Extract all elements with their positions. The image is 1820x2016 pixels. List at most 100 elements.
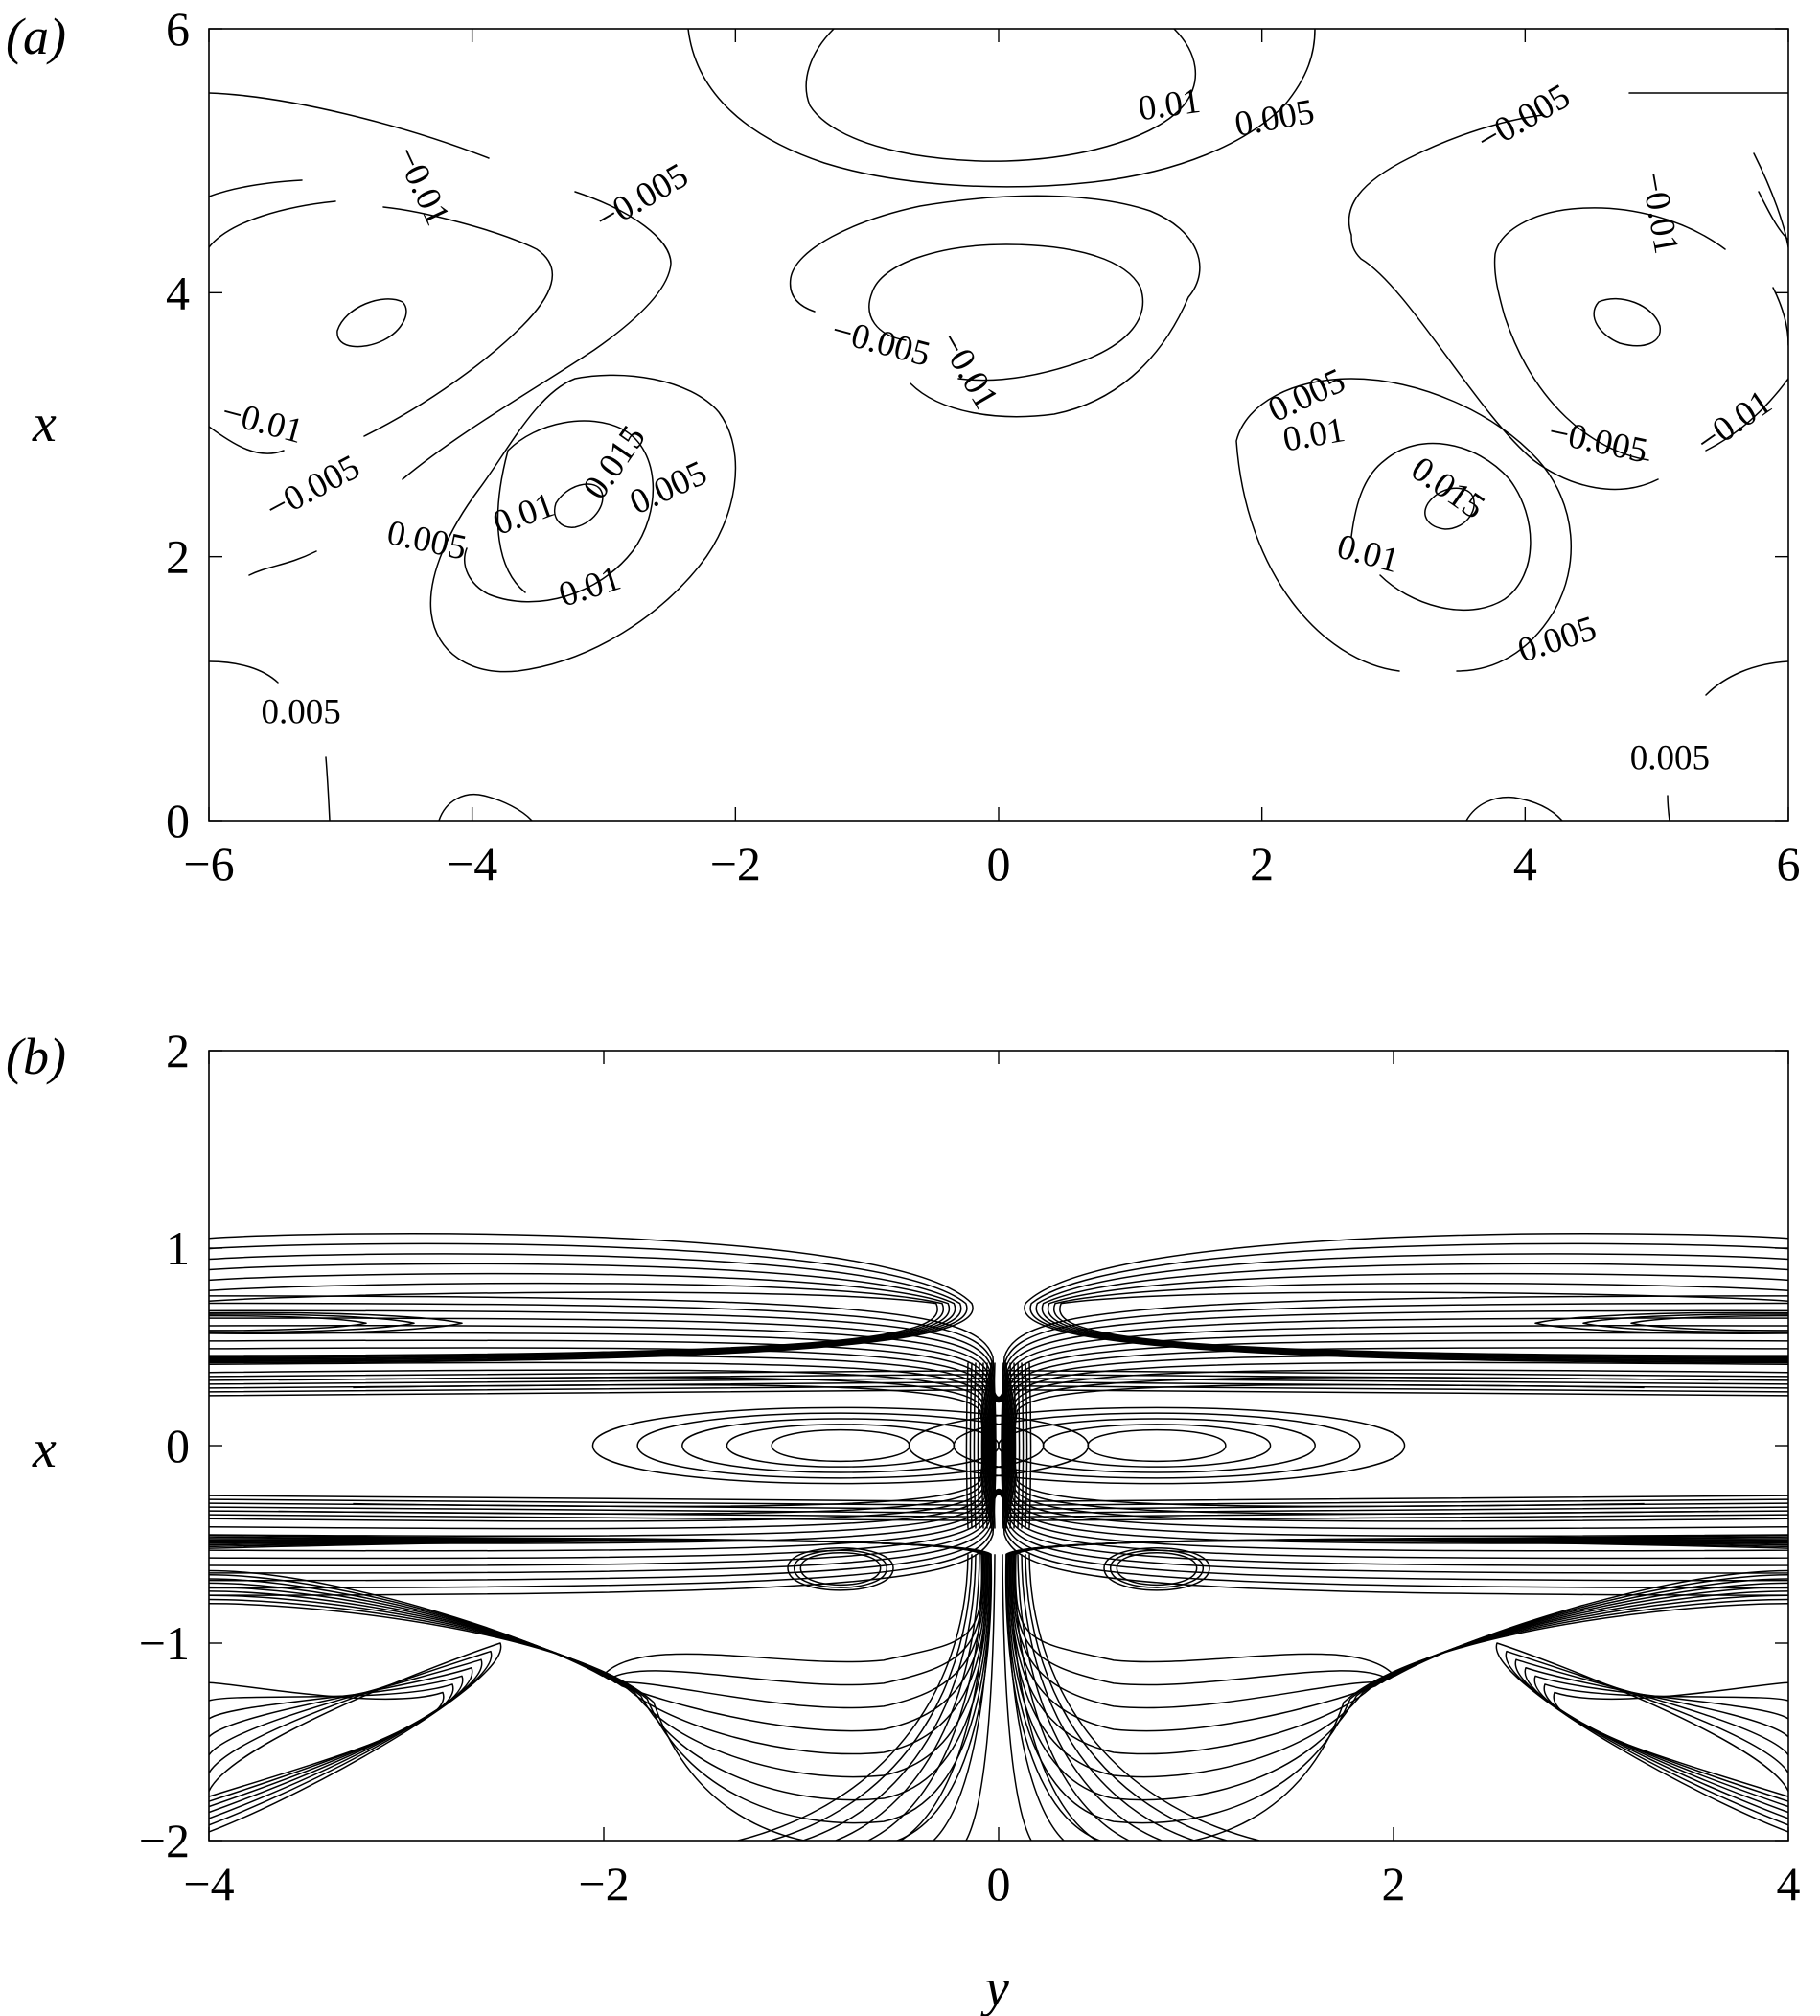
panel-a-xtick-labels: −6 −4 −2 0 2 4 6 xyxy=(183,837,1800,891)
contour-label: −0.005 xyxy=(828,311,934,375)
panel-a: (a) x −6 −4 −2 0 2 4 6 0 2 4 6 xyxy=(6,2,1801,891)
contour-label: 0.01 xyxy=(1136,81,1203,129)
contour-b-center-band xyxy=(681,1418,1000,1473)
contour-b-lower-lobe xyxy=(1103,1547,1210,1591)
contour-label: −0.005 xyxy=(1545,412,1650,472)
contour-b-upper-lobe xyxy=(209,1314,367,1332)
contour-b-center-band xyxy=(209,1317,994,1574)
contour-b-upper-lobe xyxy=(1029,1242,1788,1362)
contour-b-center-band xyxy=(1042,1424,1272,1468)
contour-b-lower-lobe xyxy=(787,1547,894,1591)
contour-label: 0.01 xyxy=(1333,527,1403,581)
contour-b-upper-lobe xyxy=(209,1263,956,1360)
ytick-label: 1 xyxy=(166,1221,190,1275)
contour-label: −0.005 xyxy=(260,448,366,529)
panel-a-contour-labels: 0.01 0.005−0.005−0.01−0.005−0.01−0.01−0.0… xyxy=(218,77,1779,778)
contour-b-center-band xyxy=(771,1428,910,1463)
contour-b-lower-strip xyxy=(1013,1554,1130,1841)
contour-b-lower-strip xyxy=(1025,1554,1228,1841)
contour-b-corner-tongue xyxy=(209,1667,473,1814)
contour-b-lower-lobe xyxy=(209,1540,993,1841)
contour-b-vertical-strip xyxy=(1005,1362,1009,1529)
contour-b-lower-lobe xyxy=(1011,1539,1788,1732)
contour-a-neg-left-small xyxy=(336,298,407,348)
contour-label: −0.01 xyxy=(931,325,1005,416)
contour-b-corner-tongue xyxy=(209,1658,483,1819)
panel-a-label: (a) xyxy=(6,8,66,65)
contour-b-center-band xyxy=(209,1295,997,1596)
contour-b-upper-lobe xyxy=(209,1242,968,1362)
contour-a-bottom-left-loop xyxy=(438,794,533,821)
contour-b-upper-dense xyxy=(209,1380,1788,1402)
contour-b-center-band xyxy=(1008,1347,1788,1544)
contour-b-lower-dense xyxy=(209,1490,1788,1511)
contour-b-vertical-strip xyxy=(980,1362,984,1529)
contour-b-center-band xyxy=(1004,1325,1788,1566)
contour-b-center-band xyxy=(1003,1317,1788,1574)
contour-a-neg-left-0005 xyxy=(209,92,672,576)
ytick-label: 2 xyxy=(166,1024,190,1078)
contour-b-upper-lobe xyxy=(1053,1282,1788,1358)
contour-a-pos-right-0015 xyxy=(1424,487,1475,530)
contour-b-upper-lobe xyxy=(1582,1313,1788,1333)
contour-b-lower-strip xyxy=(737,1554,969,1841)
contour-b-lower-lobe xyxy=(1008,1539,1788,1778)
contour-b-lower-strip xyxy=(867,1554,984,1841)
contour-b-upper-dense xyxy=(209,1377,1788,1401)
contour-a-pos-top-001 xyxy=(805,29,1197,162)
contour-b-upper-lobe xyxy=(209,1233,974,1364)
contour-b-center-band xyxy=(209,1347,989,1544)
contour-b-lower-lobe xyxy=(799,1551,882,1587)
contour-b-center-band xyxy=(278,1377,985,1515)
contour-b-center-band xyxy=(209,1325,993,1566)
contour-label: −0.01 xyxy=(387,140,457,231)
contour-label: −0.01 xyxy=(1690,382,1780,462)
contour-label: −0.005 xyxy=(1470,77,1577,161)
contour-label: 0.005 xyxy=(1630,739,1710,778)
contour-b-vertical-strip xyxy=(984,1362,988,1529)
contour-label: −0.005 xyxy=(588,156,695,241)
contour-b-lower-lobe xyxy=(1109,1549,1205,1588)
xtick-label: 4 xyxy=(1777,1857,1801,1911)
xtick-label: 0 xyxy=(987,1857,1011,1911)
contour-b-lower-lobe xyxy=(209,1536,984,1686)
contour-b-center-band xyxy=(1001,1295,1788,1596)
xtick-label: −2 xyxy=(710,837,761,891)
contour-b-lower-lobe xyxy=(793,1549,888,1588)
contour-b-upper-dense xyxy=(209,1388,1788,1403)
contour-b-lower-strip xyxy=(1021,1554,1195,1841)
contour-label: −0.01 xyxy=(218,392,307,452)
contour-b-center-band xyxy=(726,1424,956,1468)
ytick-label: 6 xyxy=(166,2,190,56)
xtick-label: −6 xyxy=(183,837,234,891)
contour-a-pos-left-0005 xyxy=(429,374,737,673)
ytick-label: 4 xyxy=(166,266,190,319)
contour-a-right-corner-upper xyxy=(1758,191,1788,241)
contour-b-lower-lobe xyxy=(1013,1536,1788,1686)
contour-b-lower-dense xyxy=(209,1488,1788,1503)
contour-b-upper-dense xyxy=(209,1384,1788,1402)
contour-a-neg-right-001 xyxy=(1493,207,1788,461)
contour-a-pos-left-001 xyxy=(464,420,655,603)
contour-b-upper-dense xyxy=(209,1369,1788,1399)
contour-a-neg-left-upper xyxy=(209,179,303,197)
contour-b-lower-strip xyxy=(933,1554,992,1841)
contour-a-neg-left-001 xyxy=(209,200,554,454)
contour-a-pos-left-0015 xyxy=(554,483,604,528)
contour-b-upper-dense xyxy=(209,1373,1788,1399)
contour-b-corner-tongue xyxy=(209,1681,445,1797)
contour-b-corner-tongue xyxy=(209,1683,454,1802)
contour-b-lower-lobe xyxy=(1116,1551,1198,1587)
contour-b-center-band xyxy=(1013,1383,1645,1508)
ytick-label: −1 xyxy=(139,1616,190,1670)
contour-b-upper-lobe xyxy=(209,1313,415,1333)
panel-b-xlabel: y xyxy=(980,1958,1009,2016)
contour-b-lower-dense xyxy=(209,1493,1788,1522)
contour-a-neg-right-edge xyxy=(1753,152,1788,248)
contour-b-upper-lobe xyxy=(1035,1253,1788,1361)
panel-b-ylabel: x xyxy=(32,1420,57,1479)
xtick-label: 2 xyxy=(1250,837,1274,891)
xtick-label: 0 xyxy=(987,837,1011,891)
contour-b-lower-dense xyxy=(209,1491,1788,1515)
